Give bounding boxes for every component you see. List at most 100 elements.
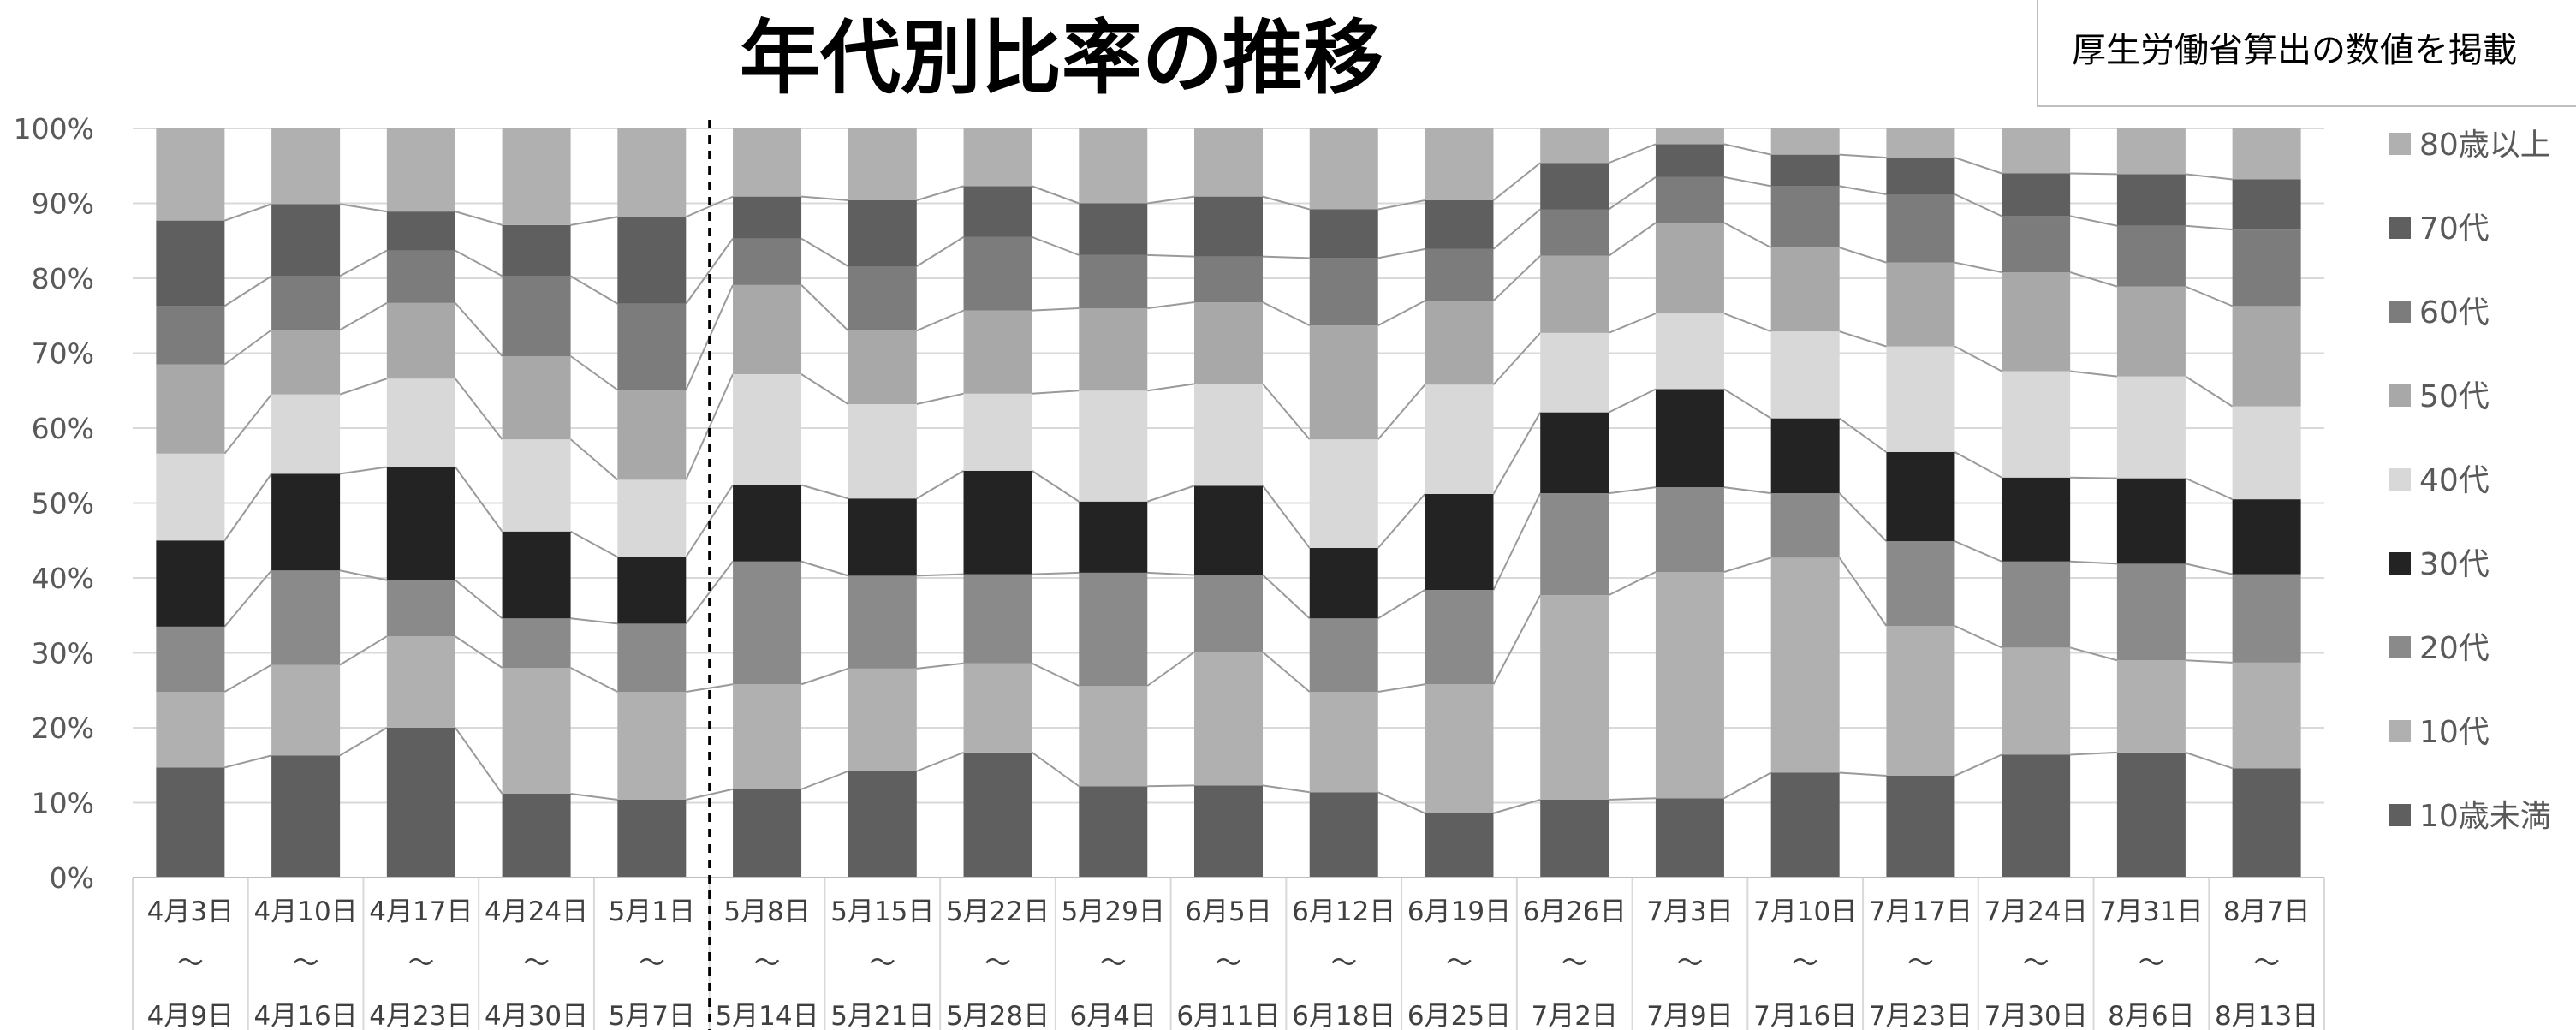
- connector-line: [1723, 176, 1771, 188]
- bar-segment: [271, 570, 341, 665]
- y-tick-label: 0%: [50, 861, 94, 895]
- bar-segment: [1540, 128, 1609, 164]
- x-tick-label-separator: ～: [293, 948, 319, 979]
- x-tick-label-start: 5月1日: [609, 896, 695, 927]
- connector-line: [1147, 383, 1195, 392]
- bar-segment: [1886, 541, 1955, 626]
- connector-line: [1954, 540, 2002, 563]
- connector-line: [1608, 571, 1657, 597]
- bar-segment: [1886, 626, 1955, 776]
- bar-segment: [963, 128, 1032, 187]
- x-tick-label-separator: ～: [2138, 948, 2164, 979]
- bar-segment: [1886, 452, 1955, 542]
- connector-line: [1608, 313, 1657, 334]
- x-tick-label-separator: ～: [408, 948, 434, 979]
- connector-line: [223, 394, 272, 455]
- bar-segment: [2116, 563, 2186, 661]
- connector-line: [1377, 247, 1425, 259]
- bar-segment: [1770, 331, 1840, 419]
- connector-line: [800, 560, 849, 577]
- bar-segment: [1886, 158, 1955, 194]
- x-tick-label-start: 8月7日: [2223, 896, 2310, 927]
- connector-line: [1377, 384, 1426, 440]
- connector-line: [1146, 485, 1195, 503]
- connector-line: [1723, 313, 1772, 333]
- connector-line: [455, 378, 503, 440]
- bar-segment: [1079, 501, 1148, 573]
- y-tick-label: 40%: [32, 562, 94, 595]
- connector-line: [1492, 162, 1541, 201]
- bar-segment: [1886, 346, 1955, 452]
- x-tick-label-start: 7月10日: [1753, 896, 1857, 927]
- connector-line: [2185, 563, 2233, 575]
- x-tick-label-start: 6月12日: [1292, 896, 1395, 927]
- connector-line: [2185, 224, 2233, 231]
- bar-segment: [1309, 618, 1378, 692]
- connector-line: [1954, 345, 2002, 372]
- connector-line: [916, 662, 964, 670]
- x-tick-label-separator: ～: [1562, 948, 1588, 979]
- connector-line: [2185, 477, 2234, 501]
- bars: [156, 128, 2301, 878]
- bar-segment: [1079, 308, 1148, 391]
- bar-segment: [1194, 302, 1263, 384]
- bar-segment: [1540, 412, 1609, 494]
- connector-line: [223, 329, 272, 366]
- connector-line: [223, 664, 272, 693]
- bar-segment: [963, 470, 1032, 575]
- bar-segment: [1655, 176, 1724, 223]
- bar-segment: [1770, 418, 1840, 494]
- connector-line: [2070, 172, 2117, 176]
- legend-swatch: [2389, 804, 2411, 826]
- bar-segment: [2116, 128, 2186, 175]
- connector-line: [2185, 173, 2233, 181]
- x-tick-label-start: 7月31日: [2099, 896, 2203, 927]
- bar-segment: [386, 728, 455, 878]
- bar-segment: [386, 580, 455, 637]
- connector-line: [1839, 185, 1887, 195]
- connector-line: [1031, 470, 1080, 503]
- bar-segment: [1194, 196, 1263, 257]
- bar-segment: [1425, 200, 1494, 249]
- connector-line: [916, 236, 965, 267]
- bar-segment: [617, 692, 687, 800]
- x-tick-label-end: 8月13日: [2215, 1001, 2318, 1030]
- x-tick-label-end: 5月28日: [946, 1001, 1050, 1030]
- bar-segment: [2002, 272, 2071, 372]
- bar-segment: [617, 623, 687, 692]
- bar-segment: [502, 794, 571, 878]
- bar-segment: [2232, 179, 2301, 230]
- bar-segment: [2116, 225, 2186, 287]
- bar-segment: [1770, 128, 1840, 155]
- bar-segment: [1309, 128, 1378, 210]
- bar-segment: [156, 767, 225, 878]
- bar-segment: [502, 224, 571, 277]
- bar-segment: [1770, 154, 1840, 187]
- connector-line: [800, 667, 849, 686]
- bar-segment: [1194, 652, 1263, 786]
- bar-segment: [733, 128, 802, 197]
- x-axis: 4月3日 ～ 4月9日 4月10日 ～ 4月16日 4月17日 ～ 4月23日 4月24日 ～ 4月3…: [132, 120, 2325, 1030]
- connector-line: [1262, 651, 1311, 693]
- legend: 80歳以上 70代 60代 50代 40代 30代 20代 10代 10歳未満: [2389, 128, 2551, 834]
- x-tick-label-end: 5月7日: [609, 1001, 695, 1030]
- bar-segment: [1886, 128, 1955, 158]
- connector-line: [1839, 247, 1887, 264]
- connector-line: [1839, 771, 1887, 777]
- connector-line: [569, 438, 618, 481]
- legend-swatch: [2389, 301, 2411, 323]
- bar-segment: [1425, 813, 1494, 878]
- legend-swatch: [2389, 552, 2411, 575]
- bar-segment: [1194, 256, 1263, 302]
- bar-segment: [271, 128, 341, 205]
- connector-line: [1032, 571, 1080, 575]
- connector-line: [223, 473, 272, 541]
- connector-line: [1032, 390, 1080, 395]
- bar-segment: [1079, 203, 1148, 255]
- x-tick-label-end: 6月18日: [1292, 1001, 1395, 1030]
- connector-line: [685, 373, 734, 480]
- bar-segment: [1425, 684, 1494, 813]
- x-tick-label-start: 5月29日: [1062, 896, 1165, 927]
- connector-line: [2070, 751, 2117, 756]
- bar-segment: [733, 284, 802, 374]
